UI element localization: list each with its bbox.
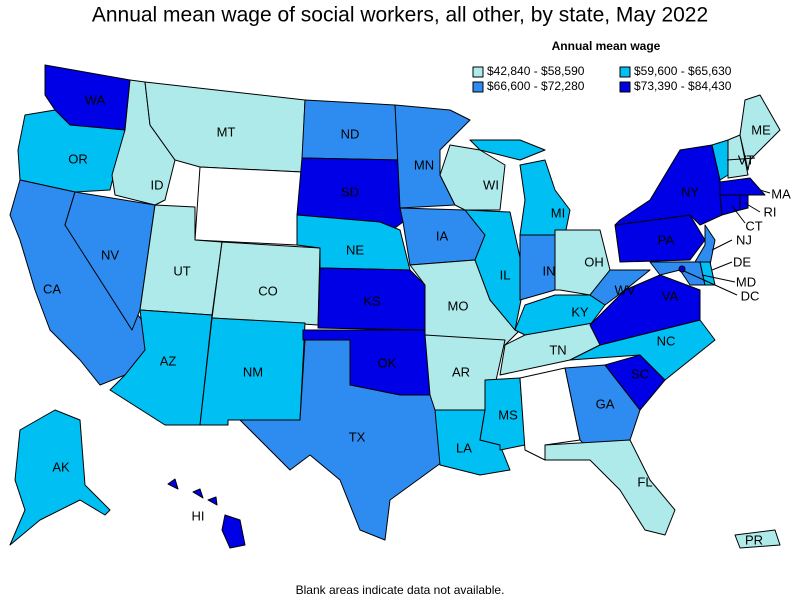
leader-line xyxy=(701,274,736,283)
state-label: UT xyxy=(173,263,190,278)
state-shape xyxy=(221,514,246,549)
state-label: PA xyxy=(658,232,675,247)
state-shape xyxy=(614,144,723,226)
state-label: NM xyxy=(243,364,263,379)
state-label: SC xyxy=(631,366,649,381)
state-label: AK xyxy=(52,459,70,474)
legend-label: $66,600 - $72,280 xyxy=(487,79,585,93)
leader-line xyxy=(711,261,733,271)
state-labels: WA OR CA NV ID MT UT CO AZ NM ND SD NE K… xyxy=(43,92,791,547)
state-label: ID xyxy=(151,177,164,192)
state-label: MT xyxy=(217,124,236,139)
state-shape xyxy=(9,409,111,546)
leader-line xyxy=(711,239,733,251)
legend-swatch xyxy=(619,66,631,78)
state-shape xyxy=(199,317,306,426)
leader-line xyxy=(744,202,761,213)
state-label: PR xyxy=(745,532,763,547)
state-shape xyxy=(727,134,749,179)
legend-title: Annual mean wage xyxy=(552,39,661,53)
leader-line xyxy=(726,157,756,161)
state-shape xyxy=(734,529,781,549)
leader-line xyxy=(683,270,738,296)
state-shape xyxy=(739,94,781,171)
state-label: DE xyxy=(733,254,751,269)
state-label: OH xyxy=(584,254,604,269)
state-label: GA xyxy=(596,396,615,411)
leader-line xyxy=(731,205,746,224)
footnote: Blank areas indicate data not available. xyxy=(296,583,505,597)
state-label: ME xyxy=(751,122,771,137)
state-label: DC xyxy=(741,288,760,303)
legend: $42,840 - $58,590 $59,600 - $65,630 $66,… xyxy=(472,64,732,93)
state-label: MA xyxy=(771,186,791,201)
legend-swatch xyxy=(472,66,484,78)
state-label: VA xyxy=(662,288,679,303)
state-label: AZ xyxy=(160,353,177,368)
state-label: NV xyxy=(101,247,119,262)
state-label: ND xyxy=(341,126,360,141)
state-label: MD xyxy=(736,274,756,289)
state-label: MO xyxy=(448,298,469,313)
state-shape xyxy=(739,194,749,211)
state-label: VT xyxy=(738,152,755,167)
state-shape xyxy=(519,159,571,236)
leader-lines xyxy=(683,157,771,296)
state-label: WA xyxy=(85,92,106,107)
state-label: KY xyxy=(571,304,589,319)
state-shape xyxy=(678,265,686,273)
map-title: Annual mean wage of social workers, all … xyxy=(92,4,708,27)
legend-swatch xyxy=(472,81,484,93)
state-shape xyxy=(167,478,179,490)
state-label: TN xyxy=(549,342,566,357)
state-shape xyxy=(64,191,156,331)
legend-label: $73,390 - $84,430 xyxy=(634,79,732,93)
state-shape xyxy=(194,166,303,246)
state-label: IN xyxy=(543,263,556,278)
state-label: CA xyxy=(43,281,61,296)
states xyxy=(9,64,781,549)
state-label: AR xyxy=(452,364,470,379)
legend-label: $42,840 - $58,590 xyxy=(487,64,585,78)
state-label: NY xyxy=(681,184,699,199)
state-label: MI xyxy=(551,205,565,220)
state-shape xyxy=(589,269,651,306)
state-label: RI xyxy=(764,204,777,219)
state-label: NE xyxy=(346,242,364,257)
state-shape xyxy=(207,496,218,506)
state-shape xyxy=(192,488,204,499)
state-label: OK xyxy=(378,355,397,370)
state-label: LA xyxy=(456,440,472,455)
leader-line xyxy=(759,189,771,194)
state-label: OR xyxy=(68,151,88,166)
state-label: MN xyxy=(414,157,434,172)
state-shape xyxy=(469,139,546,161)
state-label: IA xyxy=(436,228,449,243)
state-label: WV xyxy=(615,282,636,297)
state-shape xyxy=(464,209,526,331)
legend-swatch xyxy=(619,81,631,93)
state-label: NC xyxy=(657,333,676,348)
state-label: SD xyxy=(341,184,359,199)
state-label: CT xyxy=(745,218,762,233)
state-label: FL xyxy=(637,474,652,489)
state-shape xyxy=(719,177,766,196)
state-label: WI xyxy=(483,177,499,192)
state-shape xyxy=(439,144,506,211)
state-label: KS xyxy=(363,293,381,308)
state-label: MS xyxy=(498,407,518,422)
state-label: TX xyxy=(349,429,366,444)
legend-label: $59,600 - $65,630 xyxy=(634,64,732,78)
state-shape xyxy=(394,104,471,209)
state-label: HI xyxy=(192,508,205,523)
state-shape xyxy=(544,439,676,536)
state-shape xyxy=(239,339,446,541)
state-label: CO xyxy=(258,283,278,298)
state-label: IL xyxy=(500,267,511,282)
state-label: NJ xyxy=(736,232,752,247)
